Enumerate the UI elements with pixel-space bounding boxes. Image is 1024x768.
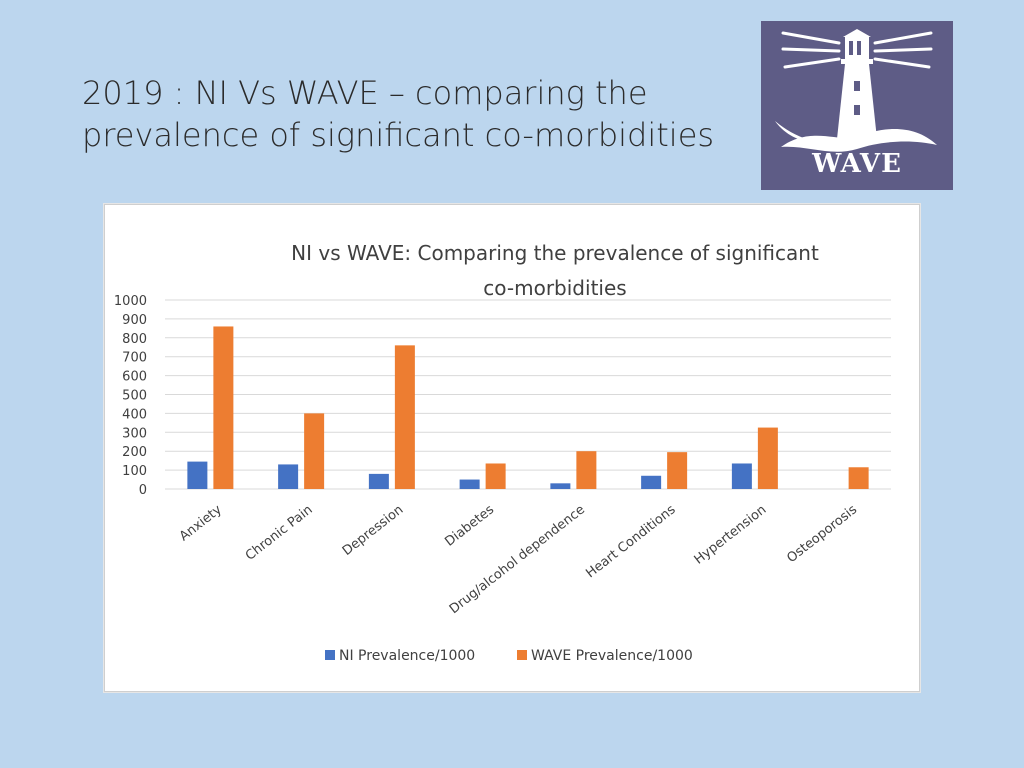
bar-wave (848, 467, 869, 489)
bar-wave (213, 326, 234, 489)
y-tick-label: 900 (122, 313, 147, 328)
bar-wave (304, 413, 325, 489)
y-tick-label: 200 (122, 445, 147, 460)
chart-container: NI vs WAVE: Comparing the prevalence of … (104, 204, 920, 692)
legend-swatch (325, 650, 335, 660)
legend-label: WAVE Prevalence/1000 (531, 648, 693, 664)
y-tick-label: 100 (122, 464, 147, 479)
bar-wave (394, 345, 415, 489)
y-tick-label: 0 (139, 483, 147, 498)
x-category-label: Diabetes (442, 502, 497, 549)
wave-logo: WAVE (761, 21, 953, 190)
x-category-label: Hypertension (692, 502, 770, 567)
x-category-label: Depression (340, 502, 407, 559)
y-tick-label: 1000 (114, 294, 147, 309)
x-category-label: Chronic Pain (243, 502, 316, 563)
bar-ni (459, 479, 480, 489)
y-tick-label: 700 (122, 351, 147, 366)
y-tick-label: 600 (122, 370, 147, 385)
x-category-label: Anxiety (177, 502, 225, 544)
bar-ni (550, 483, 571, 489)
slide-title-line2: prevalence of significant co-morbidities (82, 116, 715, 154)
x-category-label: Heart Conditions (583, 502, 678, 581)
y-tick-label: 500 (122, 389, 147, 404)
y-tick-label: 800 (122, 332, 147, 347)
bar-ni (187, 461, 208, 489)
bar-ni (641, 475, 662, 489)
legend-swatch (517, 650, 527, 660)
bar-ni (278, 464, 299, 489)
chart-title-line2: co-morbidities (483, 276, 626, 300)
slide-title: 2019 : NI Vs WAVE – comparing the preval… (82, 72, 742, 156)
lighthouse-icon (775, 29, 937, 152)
slide-title-line1: 2019 : NI Vs WAVE – comparing the (82, 74, 648, 112)
bar-wave (576, 451, 597, 489)
bar-ni (731, 463, 752, 489)
chart-title-line1: NI vs WAVE: Comparing the prevalence of … (291, 241, 819, 265)
legend-label: NI Prevalence/1000 (339, 648, 475, 664)
x-category-label: Osteoporosis (784, 502, 860, 566)
bar-chart: NI vs WAVE: Comparing the prevalence of … (114, 241, 891, 664)
y-tick-label: 400 (122, 407, 147, 422)
bar-wave (667, 452, 688, 489)
logo-wordmark: WAVE (812, 149, 902, 179)
y-tick-label: 300 (122, 426, 147, 441)
bar-wave (485, 463, 506, 489)
bar-ni (368, 473, 389, 489)
bar-wave (757, 427, 778, 489)
